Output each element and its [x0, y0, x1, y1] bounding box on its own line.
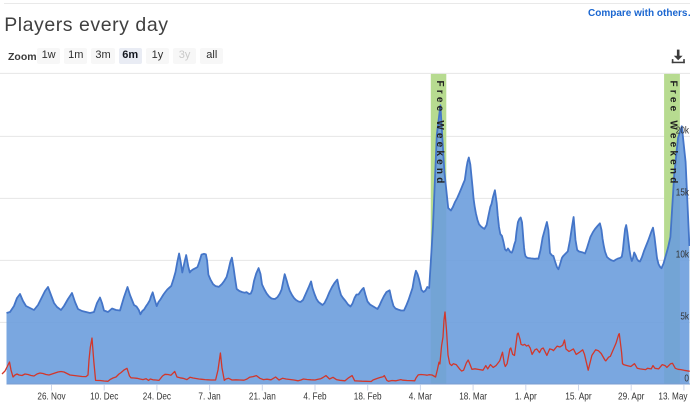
svg-text:29. Apr: 29. Apr: [618, 390, 645, 402]
svg-text:26. Nov: 26. Nov: [37, 390, 66, 402]
svg-text:1. Apr: 1. Apr: [515, 390, 537, 402]
svg-text:4. Feb: 4. Feb: [303, 390, 326, 402]
svg-text:10. Dec: 10. Dec: [90, 390, 118, 402]
svg-text:21. Jan: 21. Jan: [249, 390, 276, 402]
svg-text:18. Mar: 18. Mar: [459, 390, 487, 402]
svg-text:15k: 15k: [676, 187, 690, 199]
svg-text:18. Feb: 18. Feb: [354, 390, 382, 402]
svg-text:7. Jan: 7. Jan: [198, 390, 220, 402]
svg-text:Free Weekend: Free Weekend: [434, 81, 445, 187]
svg-text:Free Weekend: Free Weekend: [667, 81, 678, 187]
svg-text:5k: 5k: [680, 311, 689, 323]
svg-text:13. May: 13. May: [658, 390, 688, 402]
svg-text:15. Apr: 15. Apr: [565, 390, 592, 402]
svg-text:24. Dec: 24. Dec: [143, 390, 171, 402]
svg-text:4. Mar: 4. Mar: [409, 390, 433, 402]
svg-text:20k: 20k: [676, 125, 690, 137]
svg-text:0: 0: [684, 373, 689, 385]
svg-text:10k: 10k: [676, 249, 690, 261]
